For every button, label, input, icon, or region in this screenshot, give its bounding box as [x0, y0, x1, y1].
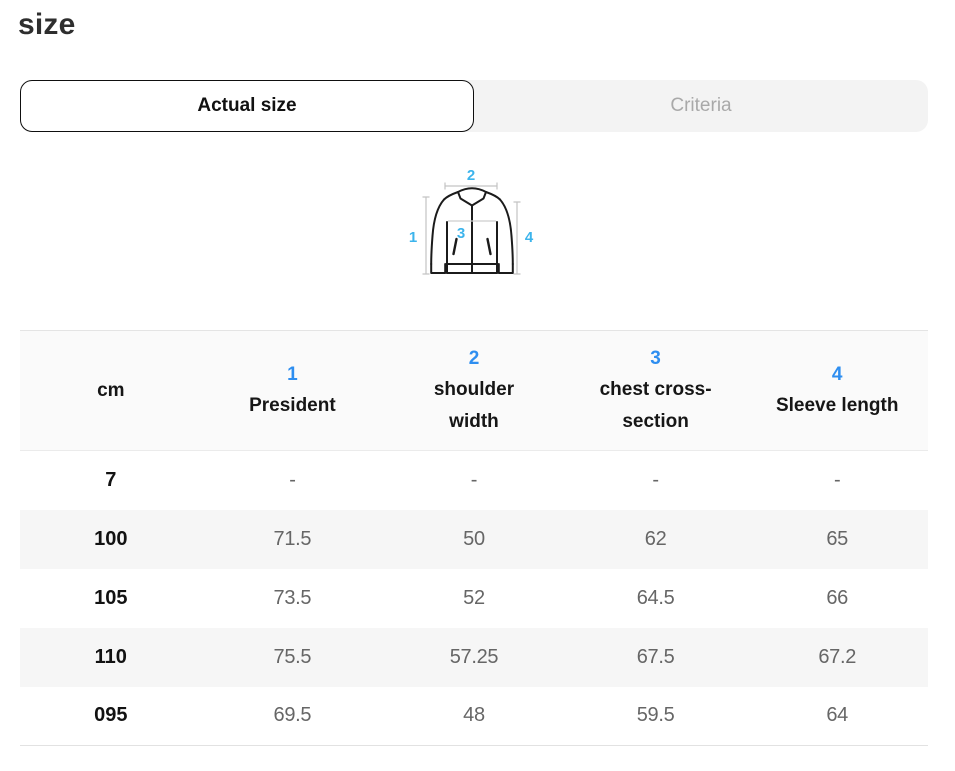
- value-cell: 50: [463, 527, 485, 550]
- size-table-body: 7 - - - - 100 71.5 50 62 65 105 73.5 52 …: [20, 451, 928, 746]
- size-cell: 7: [105, 468, 117, 491]
- diagram-label-length: 1: [409, 229, 417, 246]
- page-title: size: [18, 8, 76, 41]
- jacket-measurement-diagram: 2 1 3 4: [400, 163, 550, 285]
- column-number: 1: [287, 364, 298, 385]
- value-cell: 69.5: [273, 704, 312, 727]
- value-cell: 64: [826, 704, 849, 727]
- tab-actual-size[interactable]: Actual size: [20, 80, 474, 132]
- column-header-shoulder-width: 2 shoulder width: [383, 331, 565, 451]
- table-row: 100 71.5 50 62 65: [20, 509, 928, 569]
- column-label: President: [249, 395, 336, 416]
- value-cell: 57.25: [449, 645, 499, 668]
- diagram-label-shoulder: 2: [467, 167, 475, 184]
- table-row: 7 - - - -: [20, 451, 928, 510]
- value-cell: 67.5: [636, 645, 675, 668]
- column-number: 2: [468, 348, 480, 369]
- value-cell: 71.5: [273, 527, 312, 550]
- tab-criteria[interactable]: Criteria: [474, 80, 928, 132]
- size-tabs: Actual size Criteria: [20, 80, 928, 132]
- table-row: 095 69.5 48 59.5 64: [20, 687, 928, 746]
- column-header-sleeve-length: 4 Sleeve length: [746, 331, 928, 451]
- header-row: cm 1 President 2 shoulder width 3 chest …: [20, 330, 928, 451]
- column-header-cm: cm: [20, 331, 202, 451]
- size-cell: 100: [94, 527, 128, 550]
- size-table-header: cm 1 President 2 shoulder width 3 chest …: [20, 330, 928, 451]
- column-label: chest cross- section: [599, 379, 712, 432]
- table-row: 105 73.5 52 64.5 66: [20, 569, 928, 628]
- size-cell: 095: [94, 704, 128, 727]
- column-header-chest-cross-section: 3 chest cross- section: [565, 331, 747, 451]
- value-cell: 73.5: [273, 586, 312, 609]
- value-cell: 67.2: [818, 645, 857, 668]
- column-number: 3: [650, 348, 661, 369]
- value-cell: 48: [463, 704, 485, 727]
- column-label: shoulder width: [433, 379, 515, 432]
- column-header-president: 1 President: [202, 331, 384, 451]
- value-cell: -: [834, 468, 841, 491]
- value-cell: -: [470, 468, 478, 491]
- column-label: cm: [97, 379, 125, 401]
- value-cell: 64.5: [636, 586, 675, 609]
- table-row: 110 75.5 57.25 67.5 67.2: [20, 627, 928, 687]
- size-table: cm 1 President 2 shoulder width 3 chest …: [20, 330, 928, 746]
- jacket-icon: 2 1 3 4: [409, 167, 534, 275]
- value-cell: -: [652, 468, 659, 491]
- size-cell: 110: [94, 645, 127, 668]
- diagram-label-chest: 3: [457, 225, 465, 242]
- value-cell: 66: [826, 586, 849, 609]
- value-cell: 65: [826, 527, 849, 550]
- value-cell: 62: [644, 527, 667, 550]
- value-cell: 52: [463, 586, 485, 609]
- value-cell: 59.5: [636, 704, 675, 727]
- column-label: Sleeve length: [775, 395, 899, 416]
- size-cell: 105: [94, 586, 128, 609]
- column-number: 4: [831, 364, 843, 385]
- value-cell: -: [289, 468, 296, 491]
- diagram-label-sleeve: 4: [525, 229, 534, 246]
- value-cell: 75.5: [273, 645, 312, 668]
